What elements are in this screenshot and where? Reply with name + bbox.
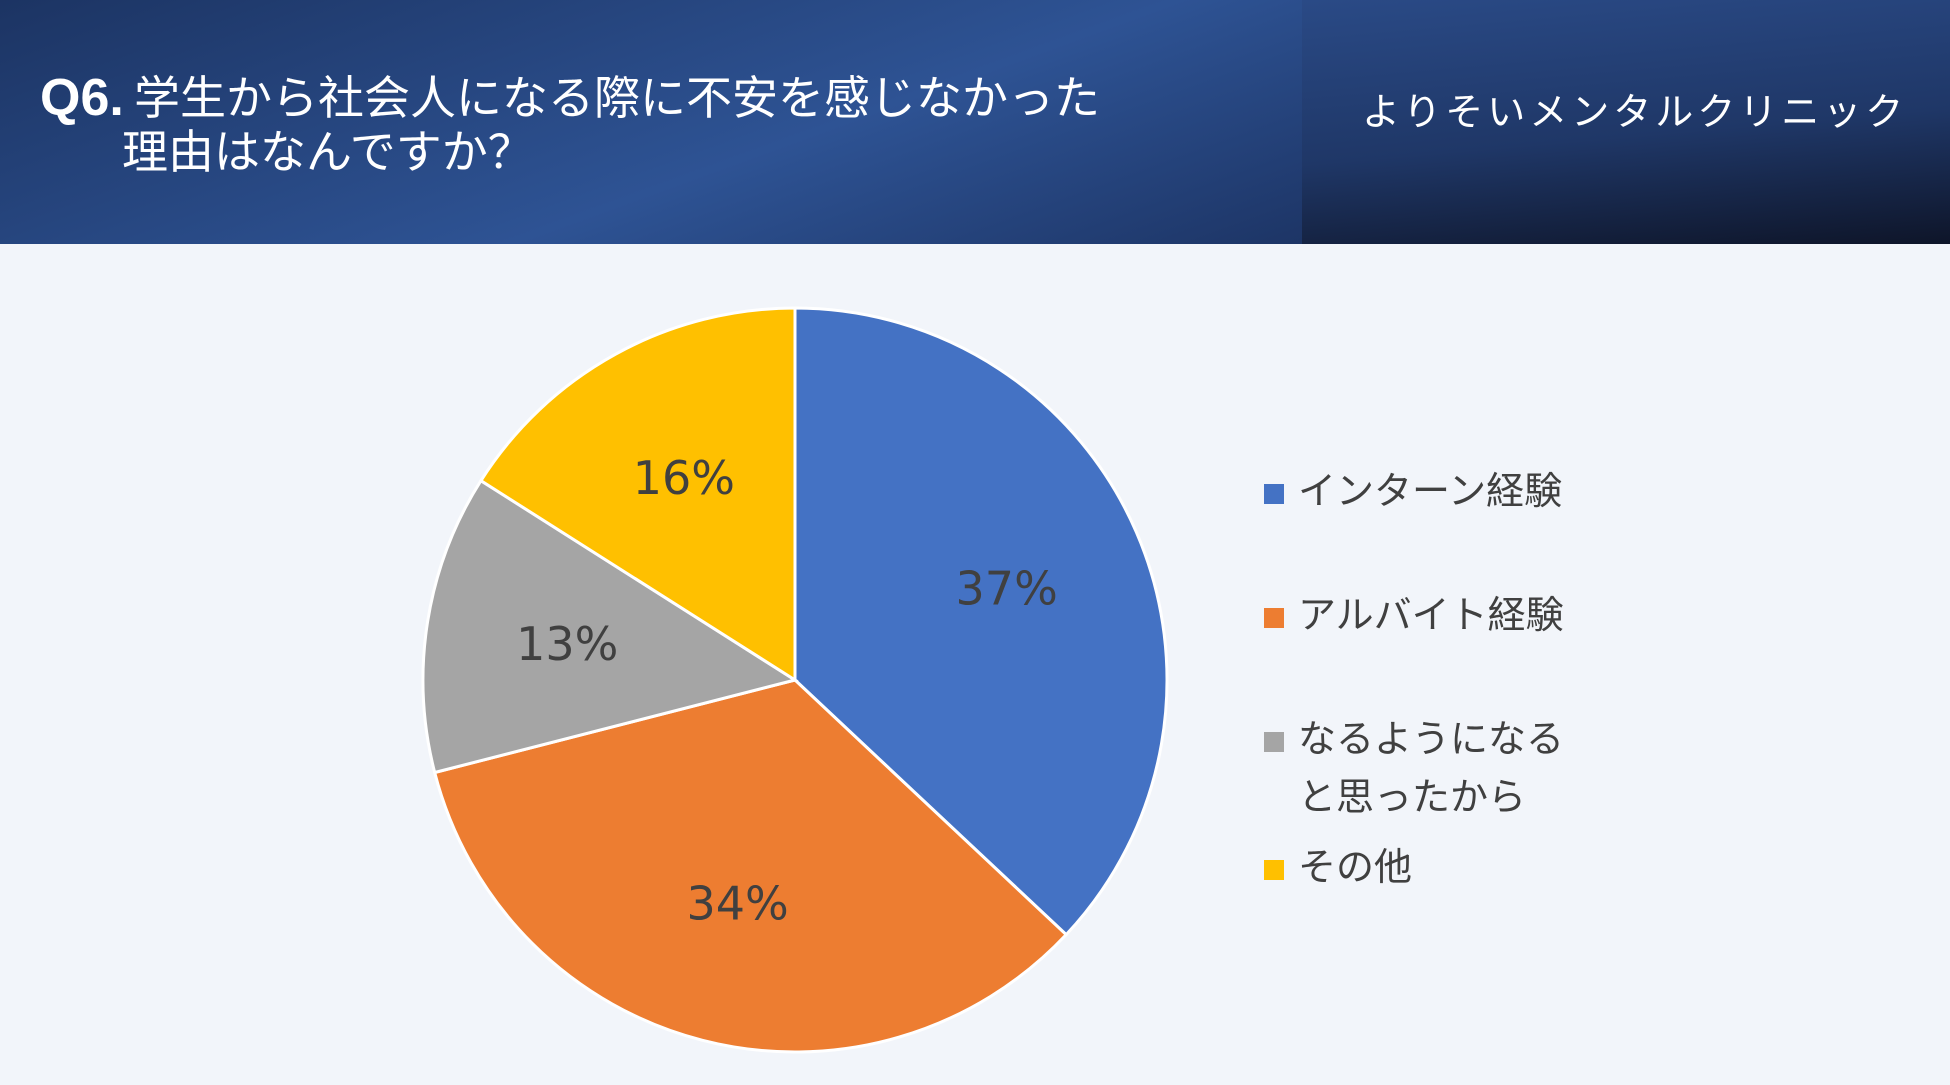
pie-data-label-1: 37% (956, 561, 1058, 615)
legend-swatch-2 (1264, 608, 1284, 628)
legend-item-1: インターン経験 (1264, 462, 1604, 520)
clinic-brand: よりそいメンタルクリニック (1362, 90, 1908, 134)
legend-item-2: アルバイト経験 (1264, 586, 1604, 644)
legend-swatch-1 (1264, 484, 1284, 504)
question-title-line2: 理由はなんですか？ (122, 125, 534, 179)
pie-data-label-3: 13% (516, 617, 618, 671)
pie-data-label-2: 34% (687, 876, 789, 930)
legend-label-1: インターン経験 (1298, 469, 1563, 513)
question-number: Q6. (40, 69, 124, 127)
header-brand-panel (1302, 0, 1950, 244)
pie-slice-4 (478, 306, 797, 683)
pie-data-label-4: 16% (633, 451, 735, 505)
pie-slice-1 (793, 306, 1169, 937)
chart-legend: インターン経験 アルバイト経験なるようになると思ったからその他 (1264, 462, 1604, 962)
legend-swatch-4 (1264, 860, 1284, 880)
legend-item-4: その他 (1264, 838, 1604, 896)
legend-swatch-3 (1264, 732, 1284, 752)
question-title-line1: 学生から社会人になる際に不安を感じなかった (134, 71, 1100, 125)
legend-label-4: その他 (1298, 845, 1413, 889)
legend-label-2: アルバイト経験 (1298, 593, 1564, 637)
pie-slice-2 (432, 678, 1069, 1054)
legend-label-3: なるようになると思ったから (1298, 717, 1565, 819)
pie-slice-3 (421, 478, 799, 775)
legend-item-3: なるようになると思ったから (1264, 710, 1604, 826)
